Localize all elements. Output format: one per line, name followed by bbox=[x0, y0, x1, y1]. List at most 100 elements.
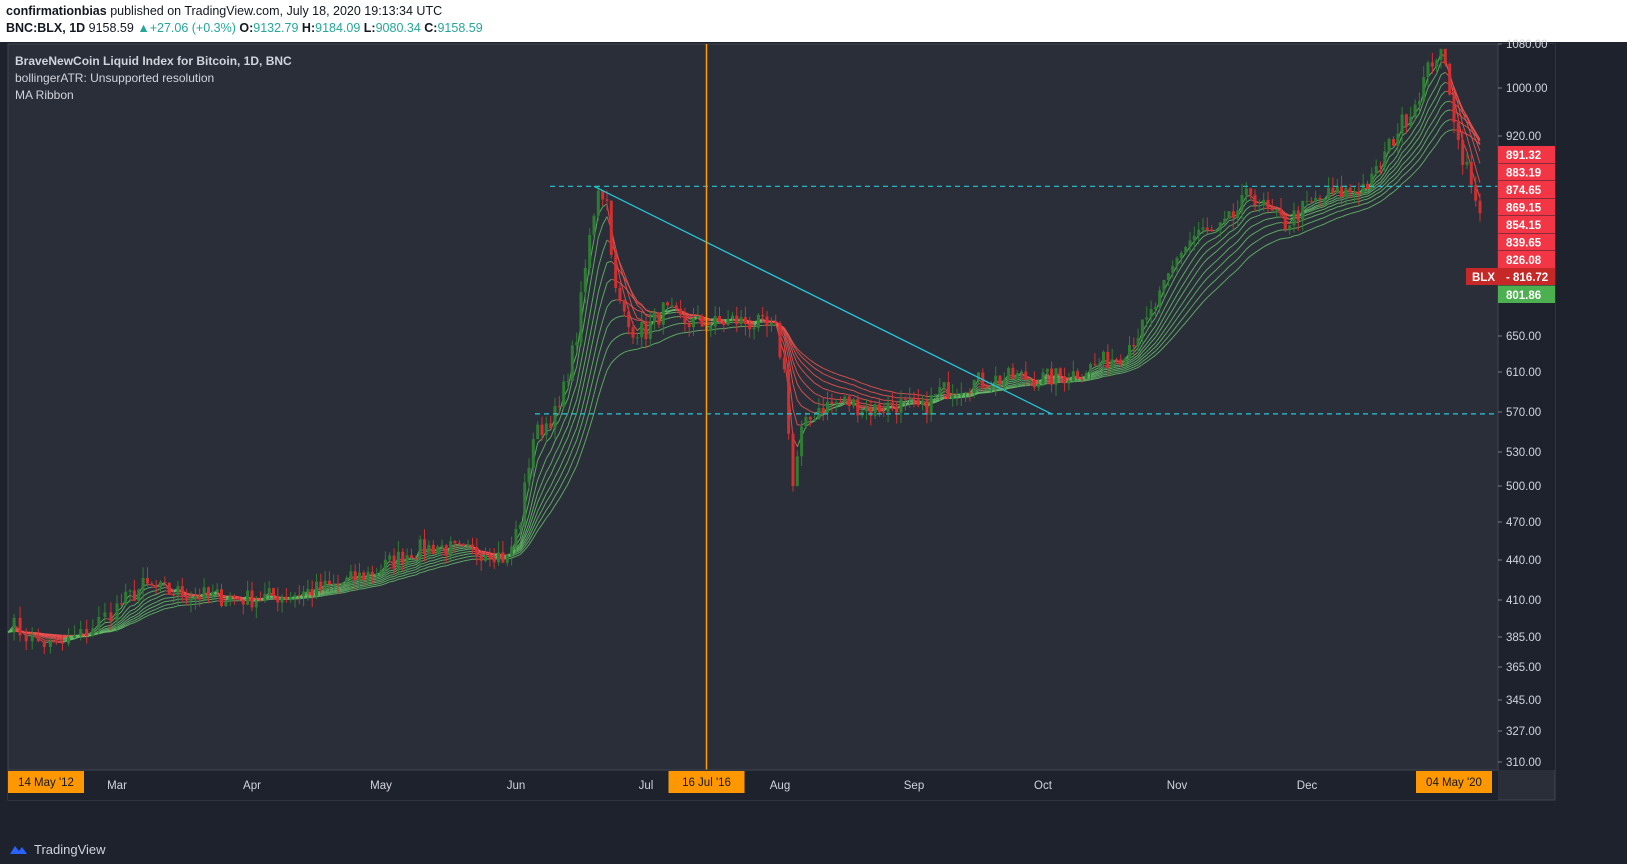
ribbon-segment bbox=[420, 562, 425, 565]
ribbon-segment bbox=[1375, 181, 1381, 186]
ribbon-segment bbox=[1167, 292, 1174, 302]
ribbon-segment bbox=[1193, 250, 1200, 258]
time-tick-label: Aug bbox=[770, 780, 790, 792]
ribbon-segment bbox=[1159, 323, 1165, 332]
ribbon-segment bbox=[667, 312, 673, 315]
ribbon-segment bbox=[1159, 317, 1165, 326]
price-axis[interactable]: 1080.001000.00920.00650.00610.00570.0053… bbox=[1466, 39, 1555, 770]
ribbon-segment bbox=[376, 582, 382, 585]
candle-body bbox=[163, 581, 167, 583]
ribbon-segment bbox=[342, 583, 347, 587]
ribbon-segment bbox=[1004, 383, 1009, 387]
ribbon-segment bbox=[541, 482, 547, 493]
ribbon-segment bbox=[1375, 187, 1381, 192]
ribbon-segment bbox=[1406, 168, 1412, 174]
ribbon-segment bbox=[454, 561, 460, 564]
candle-body bbox=[302, 591, 306, 597]
ribbon-segment bbox=[1189, 294, 1195, 301]
ribbon-segment bbox=[134, 617, 140, 622]
ribbon-segment bbox=[350, 588, 356, 590]
ribbon-segment bbox=[428, 562, 434, 565]
ribbon-segment bbox=[1172, 318, 1178, 325]
ribbon-segment bbox=[879, 393, 884, 396]
candle-body bbox=[843, 396, 847, 403]
legend-title: BraveNewCoin Liquid Index for Bitcoin, 1… bbox=[15, 54, 292, 68]
ribbon-segment bbox=[1137, 348, 1143, 356]
ribbon-segment bbox=[550, 440, 556, 452]
ribbon-segment bbox=[1306, 221, 1312, 225]
trend-line[interactable] bbox=[593, 185, 1052, 415]
candle-body bbox=[193, 596, 197, 599]
candle-body bbox=[431, 544, 435, 554]
ribbon-segment bbox=[1215, 256, 1221, 262]
candle-body bbox=[1231, 211, 1235, 218]
ribbon-segment bbox=[134, 612, 140, 617]
ribbon-segment bbox=[1155, 350, 1161, 356]
candle-body bbox=[951, 395, 955, 399]
ribbon-segment bbox=[329, 587, 334, 590]
ribbon-segment bbox=[134, 608, 140, 614]
ribbon-segment bbox=[805, 408, 811, 412]
ribbon-segment bbox=[1112, 368, 1117, 371]
candle-body bbox=[696, 316, 700, 319]
ribbon-segment bbox=[1453, 90, 1459, 99]
ribbon-segment bbox=[1259, 219, 1264, 224]
candle-body bbox=[1335, 185, 1339, 193]
candle-body bbox=[869, 407, 873, 416]
plot-area[interactable] bbox=[7, 43, 1556, 801]
ribbon-segment bbox=[1176, 319, 1182, 327]
ribbon-segment bbox=[1371, 193, 1377, 198]
author-name[interactable]: confirmationbias bbox=[6, 4, 107, 18]
ribbon-segment bbox=[337, 592, 343, 594]
ribbon-segment bbox=[576, 362, 582, 385]
candle-body bbox=[457, 543, 461, 545]
ribbon-segment bbox=[1159, 341, 1165, 348]
ribbon-segment bbox=[463, 556, 469, 559]
legend-indicator-ma-ribbon[interactable]: MA Ribbon bbox=[15, 88, 74, 102]
candle-body bbox=[137, 589, 141, 601]
ribbon-segment bbox=[593, 267, 599, 292]
ribbon-segment bbox=[602, 203, 608, 208]
ribbon-segment bbox=[1219, 261, 1226, 267]
ribbon-segment bbox=[208, 601, 213, 603]
ribbon-segment bbox=[1462, 124, 1468, 137]
ribbon-segment bbox=[567, 462, 573, 473]
ribbon-segment bbox=[1154, 308, 1161, 319]
candle-body bbox=[267, 588, 271, 594]
ribbon-segment bbox=[1116, 369, 1121, 371]
ribbon-segment bbox=[991, 388, 996, 392]
candle-body bbox=[401, 551, 405, 565]
ribbon-segment bbox=[1341, 208, 1347, 212]
ribbon-segment bbox=[346, 580, 352, 585]
ribbon-segment bbox=[389, 576, 395, 578]
ribbon-segment bbox=[1232, 268, 1239, 274]
candle-body bbox=[488, 555, 492, 559]
time-axis-bg[interactable] bbox=[8, 770, 1498, 800]
ribbon-segment bbox=[1475, 140, 1481, 145]
ribbon-segment bbox=[1324, 209, 1329, 214]
price-label-bg bbox=[1498, 216, 1555, 233]
ribbon-segment bbox=[1124, 366, 1130, 370]
ribbon-segment bbox=[1345, 199, 1351, 202]
ribbon-segment bbox=[1176, 327, 1182, 333]
candle-body bbox=[1262, 199, 1266, 206]
candle-body bbox=[968, 392, 972, 394]
ribbon-segment bbox=[611, 299, 616, 302]
ribbon-segment bbox=[810, 410, 815, 414]
ribbon-segment bbox=[1423, 119, 1429, 130]
time-axis[interactable]: MarAprMayJunJulAugSepOctNovDec214 May '1… bbox=[8, 769, 1498, 800]
ribbon-segment bbox=[1449, 129, 1455, 131]
ribbon-segment bbox=[463, 559, 469, 562]
ribbon-segment bbox=[1315, 213, 1321, 216]
ribbon-segment bbox=[1193, 260, 1200, 268]
ribbon-segment bbox=[645, 314, 651, 316]
ribbon-segment bbox=[611, 317, 616, 322]
tradingview-logo[interactable]: TradingView bbox=[8, 839, 106, 859]
ribbon-segment bbox=[1332, 211, 1338, 215]
ribbon-segment bbox=[1345, 196, 1351, 199]
ribbon-segment bbox=[606, 278, 612, 284]
candle-body bbox=[1132, 345, 1136, 347]
legend-indicator-bollinger[interactable]: bollingerATR: Unsupported resolution bbox=[15, 71, 215, 85]
price-tick-label: 440.00 bbox=[1506, 555, 1541, 567]
